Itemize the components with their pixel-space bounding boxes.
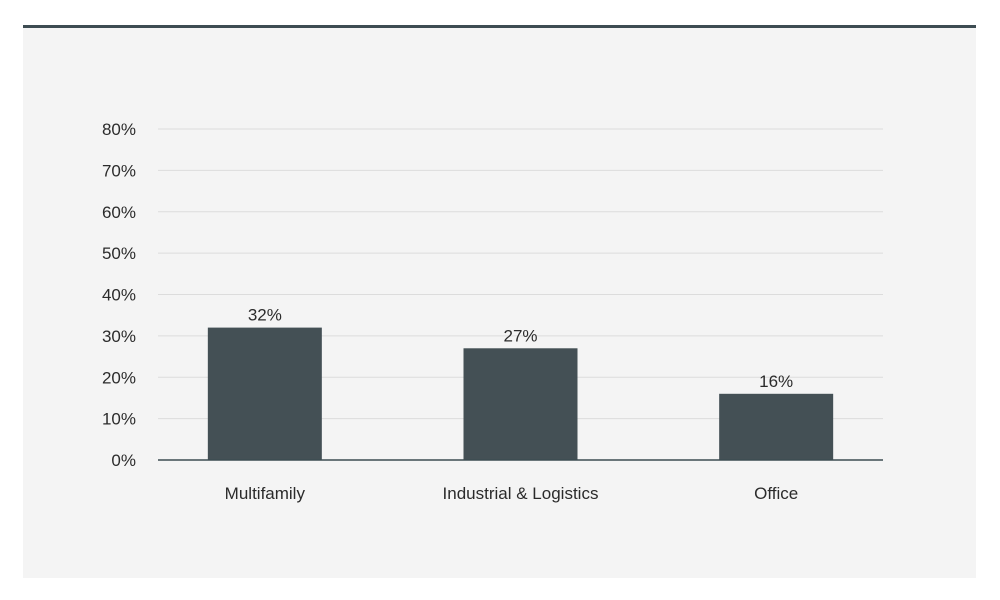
y-tick-label: 20% (102, 368, 136, 387)
bar (463, 348, 578, 460)
data-label: 32% (248, 306, 282, 325)
y-tick-label: 80% (102, 120, 136, 139)
bars (207, 327, 834, 460)
x-category-label: Industrial & Logistics (443, 484, 599, 503)
data-label: 16% (759, 372, 793, 391)
y-tick-label: 10% (102, 410, 136, 429)
bar (719, 393, 834, 460)
chart-panel (23, 25, 976, 578)
x-category-label: Multifamily (225, 484, 306, 503)
y-axis-ticks: 0% 10% 20% 30% 40% 50% 60% 70% 80% (102, 120, 136, 470)
y-tick-label: 30% (102, 327, 136, 346)
x-axis-categories: Multifamily Industrial & Logistics Office (225, 484, 799, 503)
y-tick-label: 60% (102, 203, 136, 222)
y-tick-label: 0% (111, 451, 136, 470)
y-tick-label: 50% (102, 244, 136, 263)
y-tick-label: 70% (102, 161, 136, 180)
data-labels: 32% 27% 16% (248, 306, 793, 391)
bar (207, 327, 322, 460)
y-tick-label: 40% (102, 286, 136, 305)
x-category-label: Office (754, 484, 798, 503)
data-label: 27% (503, 326, 537, 345)
